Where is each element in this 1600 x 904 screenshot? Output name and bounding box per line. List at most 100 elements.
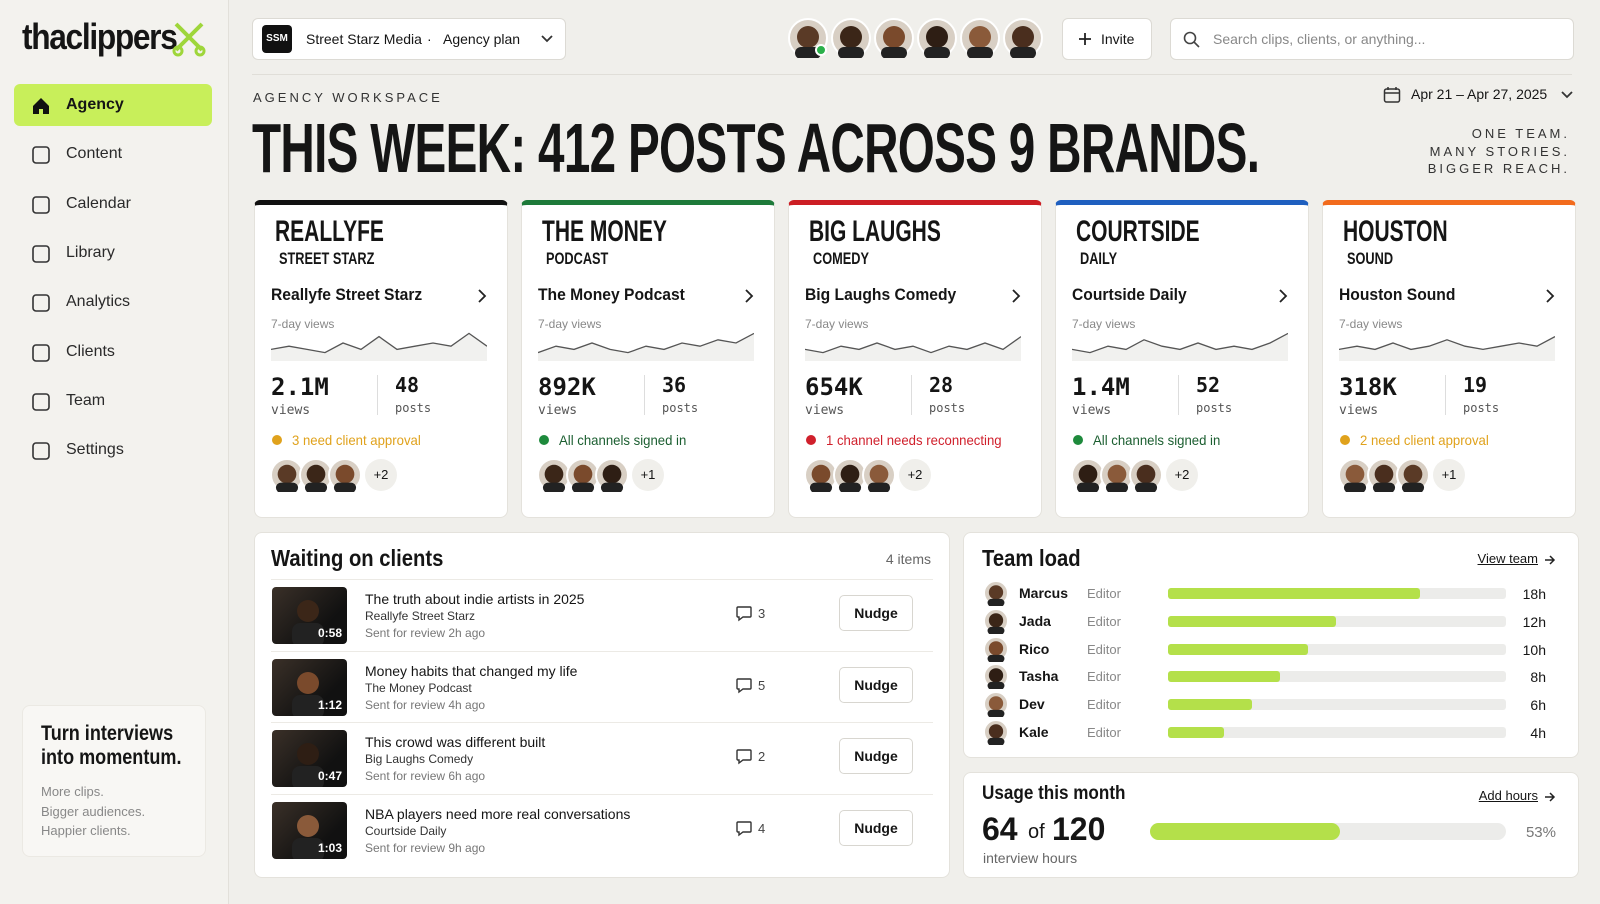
views-value: 2.1M bbox=[271, 373, 329, 401]
avatar-face bbox=[988, 696, 1004, 711]
clip-client: Big Laughs Comedy bbox=[365, 752, 474, 766]
load-hours: 18h bbox=[1522, 586, 1546, 602]
nav-item[interactable]: Clients bbox=[14, 331, 212, 373]
thumbnail[interactable]: 1:12 bbox=[272, 658, 347, 716]
member-name: Jada bbox=[1019, 612, 1051, 629]
status-dot bbox=[1340, 435, 1350, 445]
brand-card[interactable]: THE MONEY PODCAST The Money Podcast 7-day v… bbox=[521, 200, 775, 518]
chevron-right bbox=[1012, 289, 1021, 303]
posts-label: posts bbox=[662, 401, 699, 415]
avatar-face bbox=[1403, 464, 1423, 484]
avatar-face bbox=[602, 464, 622, 484]
icon bbox=[1545, 792, 1556, 802]
nav-item[interactable]: Analytics bbox=[14, 281, 212, 323]
brand-card[interactable]: REALLYFE STREET STARZ Reallyfe Street Star… bbox=[254, 200, 508, 518]
date-range[interactable]: Apr 21 – Apr 27, 2025 bbox=[1383, 84, 1575, 106]
icon bbox=[595, 458, 629, 492]
nudge-button[interactable]: Nudge bbox=[839, 809, 913, 846]
panel-title: Usage this month bbox=[982, 783, 1126, 804]
metric-label: 7-day views bbox=[538, 317, 602, 331]
brand-logo: COURTSIDE bbox=[1076, 215, 1200, 248]
calendar-icon bbox=[1384, 87, 1400, 94]
nudge-button[interactable]: Nudge bbox=[839, 666, 913, 703]
icon bbox=[1396, 458, 1430, 492]
nudge-button[interactable]: Nudge bbox=[839, 595, 913, 631]
member-role: Editor bbox=[1087, 641, 1121, 657]
icon bbox=[874, 18, 914, 58]
arrow bbox=[1545, 792, 1556, 802]
icon bbox=[736, 749, 752, 765]
duration: 1:12 bbox=[317, 697, 342, 712]
avatar-shirt bbox=[987, 710, 1005, 718]
thumbnail-body bbox=[292, 766, 324, 787]
stat-divider bbox=[1178, 375, 1179, 415]
nudge-button[interactable]: Nudge bbox=[839, 738, 913, 774]
brand-card[interactable]: BIG LAUGHS COMEDY Big Laughs Comedy 7-day v… bbox=[788, 200, 1042, 518]
load-bar bbox=[1168, 699, 1252, 711]
nav-item[interactable]: Agency bbox=[14, 84, 212, 126]
stat-divider bbox=[644, 375, 645, 415]
icon bbox=[328, 458, 362, 492]
clip-sent: Sent for review 9h ago bbox=[365, 840, 486, 855]
avatar-shirt bbox=[1343, 482, 1367, 492]
workspace-name: Street Starz Media bbox=[306, 31, 422, 47]
nav-item[interactable]: Team bbox=[14, 380, 212, 422]
brand-card[interactable]: COURTSIDE DAILY Courtside Daily 7-day views… bbox=[1055, 200, 1309, 518]
brand-logo: REALLYFE bbox=[275, 215, 384, 248]
posts-label: posts bbox=[1196, 401, 1233, 415]
icon bbox=[983, 580, 1009, 606]
comment-icon bbox=[736, 749, 752, 765]
brand-card[interactable]: HOUSTON SOUND Houston Sound 7-day views 318K… bbox=[1322, 200, 1576, 518]
avatar-shirt bbox=[967, 47, 993, 58]
load-track bbox=[1168, 643, 1506, 655]
avatar-shirt bbox=[333, 482, 357, 492]
nav-icon bbox=[33, 98, 49, 114]
workspace-switcher[interactable]: SSM Street Starz Media · Agency plan bbox=[252, 18, 566, 60]
tagline: MANY STORIES. bbox=[1429, 143, 1570, 159]
status: All channels signed in bbox=[1093, 432, 1221, 448]
load-track bbox=[1168, 727, 1506, 738]
status-dot bbox=[806, 435, 816, 445]
load-hours: 8h bbox=[1530, 669, 1546, 686]
promo-line: More clips. bbox=[41, 784, 104, 799]
views-label: views bbox=[1072, 403, 1112, 418]
brand-logo: STREET STARZ bbox=[279, 249, 375, 268]
icon bbox=[33, 98, 49, 114]
icon bbox=[32, 392, 50, 411]
avatar-shirt bbox=[304, 482, 328, 492]
thumbnail[interactable]: 0:58 bbox=[272, 587, 347, 644]
calendar-icon bbox=[1383, 88, 1401, 103]
promo-line: Bigger audiences. bbox=[41, 803, 146, 819]
brand-name: Houston Sound bbox=[1339, 285, 1456, 304]
clip-sent: Sent for review 4h ago bbox=[365, 697, 486, 712]
item-count: 4 items bbox=[885, 551, 931, 567]
avatar-shirt bbox=[1105, 482, 1129, 492]
icon bbox=[272, 435, 282, 445]
metric-label: 7-day views bbox=[1339, 317, 1403, 331]
thumbnail[interactable]: 0:47 bbox=[272, 730, 347, 787]
sparkline bbox=[1339, 336, 1555, 351]
icon bbox=[32, 294, 50, 312]
load-hours: 10h bbox=[1522, 641, 1546, 658]
icon bbox=[32, 146, 50, 165]
search-input[interactable]: Search clips, clients, or anything... bbox=[1170, 18, 1574, 60]
brand-logo: THE MONEY bbox=[542, 215, 667, 248]
thumbnail[interactable]: 1:03 bbox=[272, 801, 347, 859]
stat-divider bbox=[911, 375, 912, 415]
nav-item[interactable]: Content bbox=[14, 133, 212, 175]
clip-client: Courtside Daily bbox=[365, 823, 447, 838]
avatar-face bbox=[1107, 464, 1127, 484]
load-bar bbox=[1168, 615, 1336, 627]
plan: Agency plan bbox=[443, 31, 521, 47]
avatar-face bbox=[988, 668, 1004, 683]
thumbnail-face bbox=[297, 743, 319, 765]
avatar-face bbox=[335, 464, 355, 484]
usage-total: 120 bbox=[1052, 811, 1106, 847]
icon bbox=[736, 677, 752, 693]
nav-item[interactable]: Calendar bbox=[14, 183, 212, 225]
nav-item[interactable]: Settings bbox=[14, 429, 212, 471]
nav-item[interactable]: Library bbox=[14, 232, 212, 274]
invite-button[interactable]: Invite bbox=[1062, 18, 1152, 60]
member-role: Editor bbox=[1087, 697, 1121, 713]
extra-count: +1 bbox=[632, 459, 664, 491]
